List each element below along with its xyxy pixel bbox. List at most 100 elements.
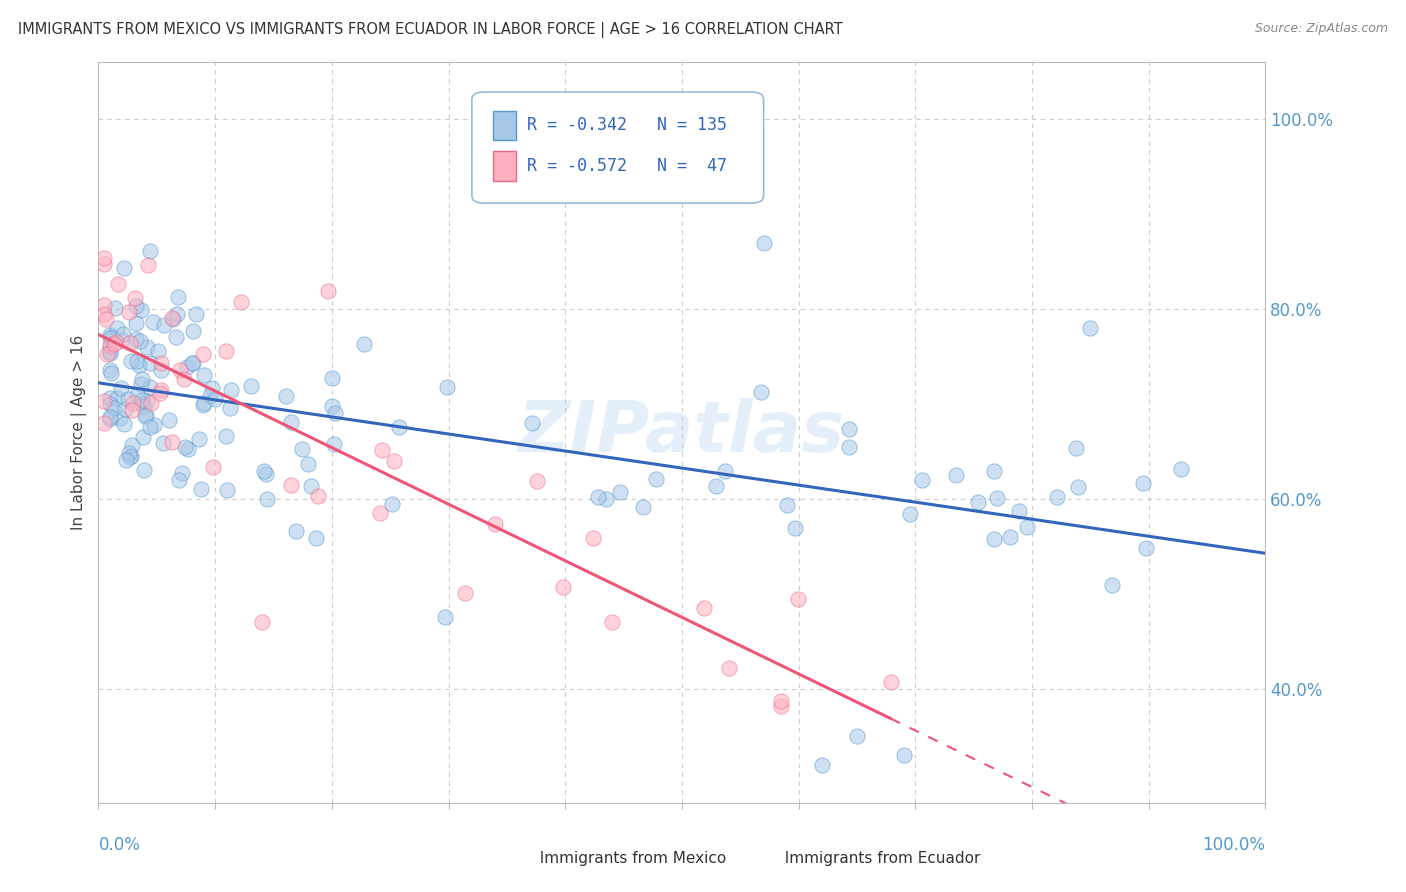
Point: [181, 324, 204, 338]
Point: [98, 363, 121, 377]
Point: [107, 277, 129, 292]
Point: [98, 344, 121, 359]
Point: [305, 531, 328, 545]
Point: [284, 524, 307, 538]
Point: [139, 380, 162, 394]
Point: [111, 333, 134, 347]
Point: [149, 385, 172, 400]
Point: [910, 474, 932, 488]
Point: [127, 354, 149, 368]
Y-axis label: In Labor Force | Age > 16: In Labor Force | Age > 16: [72, 335, 87, 530]
Point: [150, 356, 173, 370]
Point: [101, 330, 124, 344]
Point: [138, 258, 160, 272]
Point: [98, 346, 121, 360]
Point: [253, 464, 276, 478]
Point: [125, 388, 148, 402]
Point: [112, 417, 135, 431]
Point: [218, 401, 240, 415]
Point: [586, 490, 609, 504]
Point: [749, 385, 772, 400]
Point: [103, 401, 125, 415]
Point: [184, 306, 207, 320]
Point: [1101, 578, 1123, 592]
Point: [484, 517, 506, 532]
Point: [93, 307, 115, 321]
Point: [181, 356, 204, 370]
Point: [191, 398, 214, 412]
Point: [280, 477, 302, 491]
Point: [321, 371, 343, 385]
Point: [131, 393, 153, 408]
Text: R = -0.342   N = 135: R = -0.342 N = 135: [527, 116, 727, 135]
Text: Immigrants from Mexico: Immigrants from Mexico: [530, 851, 727, 866]
Point: [384, 454, 406, 468]
Point: [553, 580, 575, 594]
Point: [139, 356, 162, 370]
Point: [595, 491, 617, 506]
Point: [274, 388, 297, 402]
Point: [526, 475, 548, 489]
Point: [120, 353, 142, 368]
Point: [290, 442, 312, 456]
Point: [769, 694, 792, 708]
Point: [132, 399, 155, 413]
Point: [191, 347, 214, 361]
Point: [280, 415, 302, 429]
Point: [122, 395, 145, 409]
Point: [152, 436, 174, 450]
Point: [143, 417, 166, 432]
Point: [170, 466, 193, 480]
Point: [128, 359, 150, 373]
Point: [353, 337, 375, 351]
Point: [752, 235, 775, 250]
Text: R = -0.572   N =  47: R = -0.572 N = 47: [527, 157, 727, 175]
Point: [125, 332, 148, 346]
Point: [98, 410, 121, 425]
Point: [785, 521, 807, 535]
Point: [250, 615, 273, 630]
Point: [1000, 530, 1022, 544]
Point: [139, 244, 162, 258]
Point: [983, 533, 1005, 547]
Point: [112, 326, 135, 341]
Point: [134, 409, 156, 423]
Point: [98, 412, 121, 426]
Point: [166, 307, 188, 321]
Point: [125, 316, 148, 330]
Point: [98, 338, 121, 352]
Point: [879, 674, 901, 689]
Point: [136, 340, 159, 354]
Point: [967, 495, 990, 509]
Point: [176, 360, 198, 375]
Point: [110, 410, 132, 425]
Point: [323, 406, 346, 420]
Point: [160, 310, 183, 325]
Point: [188, 433, 211, 447]
Point: [129, 334, 152, 349]
Point: [98, 331, 121, 345]
Point: [93, 394, 115, 409]
Point: [190, 483, 212, 497]
Point: [718, 661, 741, 675]
Point: [131, 430, 153, 444]
Point: [139, 396, 162, 410]
Point: [1066, 480, 1088, 494]
Point: [118, 445, 141, 459]
Point: [121, 402, 143, 417]
Point: [93, 252, 115, 266]
Point: [169, 363, 191, 377]
Bar: [494, 152, 516, 181]
Bar: [513, 849, 529, 871]
Point: [93, 298, 115, 312]
Point: [898, 508, 921, 522]
Point: [110, 381, 132, 395]
Point: [520, 417, 543, 431]
Point: [433, 610, 456, 624]
Point: [129, 396, 152, 410]
Point: [105, 391, 128, 405]
Point: [136, 394, 159, 409]
Point: [150, 384, 173, 398]
Point: [323, 437, 346, 451]
Point: [204, 392, 226, 406]
